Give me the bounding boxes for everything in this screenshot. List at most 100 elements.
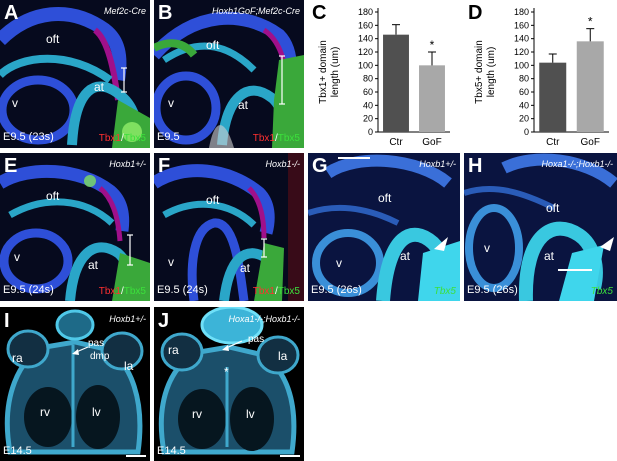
marker-tbx5: Tbx5 xyxy=(123,286,146,297)
bar-gof xyxy=(576,41,604,133)
panel-b-image xyxy=(154,11,304,148)
panel-letter: E xyxy=(4,155,18,177)
marker-tbx5: Tbx5 xyxy=(590,286,613,297)
panel-g-image xyxy=(308,154,460,301)
chart-c-plot: Tbx1+ domain length (um) 0 20 40 60 80 100 120 14… xyxy=(318,7,450,148)
y-tick-label: 160 xyxy=(358,20,373,30)
genotype-label: Hoxa1-/-;Hoxb1-/- xyxy=(541,159,613,169)
stage-label: E9.5 xyxy=(157,131,180,143)
marker-tbx5: Tbx5 xyxy=(433,286,456,297)
marker-tbx1: Tbx1 xyxy=(252,133,275,144)
panel-letter: F xyxy=(158,155,171,177)
genotype-label: Mef2c-Cre xyxy=(103,6,146,16)
label-at: at xyxy=(240,261,251,275)
y-tick-label: 180 xyxy=(358,7,373,17)
stage-label: E9.5 (24s) xyxy=(3,284,54,296)
panel-i-image xyxy=(4,309,144,455)
marker-tbx5: Tbx5 xyxy=(123,133,146,144)
y-axis-label: Tbx5+ domain xyxy=(474,40,485,104)
marker-legend: Tbx1/Tbx5 xyxy=(99,286,146,297)
y-axis-label: length (um) xyxy=(330,47,341,98)
panel-h: H Hoxa1-/-;Hoxb1-/- oft v at E9.5 (26s) … xyxy=(464,153,617,301)
label-la: la xyxy=(278,349,288,363)
y-axis-label: length (um) xyxy=(486,47,497,98)
y-tick-label: 80 xyxy=(519,74,529,84)
y-tick-label: 100 xyxy=(514,60,529,70)
panel-letter: H xyxy=(468,155,483,177)
label-oft: oft xyxy=(206,193,220,207)
marker-tbx5: Tbx5 xyxy=(277,133,300,144)
marker-separator: / xyxy=(274,286,278,297)
y-tick-label: 140 xyxy=(514,34,529,44)
marker-legend: Tbx1/Tbx5 xyxy=(253,286,300,297)
label-asterisk: * xyxy=(224,365,229,379)
marker-tbx1: Tbx1 xyxy=(98,133,121,144)
stage-label: E9.5 (23s) xyxy=(3,131,54,143)
label-pas: pas xyxy=(88,338,105,349)
genotype-label: Hoxb1+/- xyxy=(419,159,456,169)
label-oft: oft xyxy=(546,201,560,215)
panel-letter: D xyxy=(468,2,483,24)
panel-a: A Mef2c-Cre oft v at E9.5 (23s) Tbx1/Tbx… xyxy=(0,0,150,148)
label-v: v xyxy=(168,96,174,110)
label-ra: ra xyxy=(168,343,179,357)
marker-separator: / xyxy=(274,133,278,144)
significance-marker: * xyxy=(430,38,435,52)
label-at: at xyxy=(544,249,555,263)
panel-f: F Hoxb1-/- oft v at E9.5 (24s) Tbx1/Tbx5 xyxy=(154,153,304,301)
panel-letter: B xyxy=(158,2,173,24)
label-v: v xyxy=(12,96,18,110)
label-lv: lv xyxy=(92,405,101,419)
panel-h-image xyxy=(464,153,617,301)
label-la: la xyxy=(124,359,134,373)
y-tick-label: 60 xyxy=(363,87,373,97)
label-dmp: dmp xyxy=(90,351,110,362)
y-tick-label: 140 xyxy=(358,34,373,44)
panel-letter: G xyxy=(312,155,328,177)
label-v: v xyxy=(14,250,20,264)
y-tick-label: 120 xyxy=(358,47,373,57)
panel-e-image xyxy=(0,164,150,301)
marker-tbx1: Tbx1 xyxy=(252,286,275,297)
label-at: at xyxy=(94,80,105,94)
marker-separator: / xyxy=(120,286,124,297)
panel-j-image xyxy=(158,307,300,455)
panel-letter: C xyxy=(312,2,327,24)
genotype-label: Hoxb1+/- xyxy=(109,159,146,169)
label-at: at xyxy=(238,98,249,112)
label-rv: rv xyxy=(192,407,202,421)
chart-d: D Tbx5+ domain length (um) 0 20 40 60 80 100 120… xyxy=(464,0,617,152)
stage-label: E9.5 (26s) xyxy=(311,284,362,296)
y-tick-label: 160 xyxy=(514,20,529,30)
marker-tbx5: Tbx5 xyxy=(277,286,300,297)
marker-separator: / xyxy=(120,133,124,144)
bar-gof xyxy=(419,65,445,132)
panel-letter: I xyxy=(4,310,10,332)
panel-b: B Hoxb1GoF;Mef2c-Cre oft v at E9.5 Tbx1/… xyxy=(154,0,304,148)
genotype-label: Hoxb1GoF;Mef2c-Cre xyxy=(211,6,300,16)
label-lv: lv xyxy=(246,407,255,421)
label-at: at xyxy=(400,249,411,263)
label-ra: ra xyxy=(12,351,23,365)
label-pas: pas xyxy=(248,334,265,345)
y-axis-label: Tbx1+ domain xyxy=(318,40,329,104)
y-tick-label: 0 xyxy=(368,127,373,137)
y-tick-label: 0 xyxy=(524,127,529,137)
panel-a-image xyxy=(0,7,150,148)
y-tick-label: 40 xyxy=(519,100,529,110)
y-tick-label: 20 xyxy=(363,114,373,124)
stage-label: E14.5 xyxy=(157,445,186,457)
label-oft: oft xyxy=(46,189,60,203)
significance-marker: * xyxy=(588,15,593,29)
panel-i: I Hoxb1+/- ra la pas dmp rv lv E14.5 xyxy=(0,307,150,461)
panel-e: E Hoxb1+/- oft v at E9.5 (24s) Tbx1/Tbx5 xyxy=(0,153,150,301)
bar-ctr xyxy=(539,62,567,132)
panel-letter: A xyxy=(4,2,19,24)
label-oft: oft xyxy=(46,32,60,46)
panel-f-image xyxy=(154,153,304,301)
label-oft: oft xyxy=(378,191,392,205)
stage-label: E9.5 (26s) xyxy=(467,284,518,296)
x-tick-label: GoF xyxy=(422,137,441,148)
marker-tbx1: Tbx1 xyxy=(98,286,121,297)
panel-j: J Hoxa1-/-;Hoxb1-/- ra la pas * rv lv E1… xyxy=(154,307,304,461)
